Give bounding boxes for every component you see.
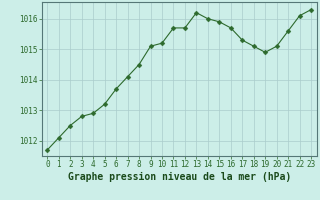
X-axis label: Graphe pression niveau de la mer (hPa): Graphe pression niveau de la mer (hPa)	[68, 172, 291, 182]
